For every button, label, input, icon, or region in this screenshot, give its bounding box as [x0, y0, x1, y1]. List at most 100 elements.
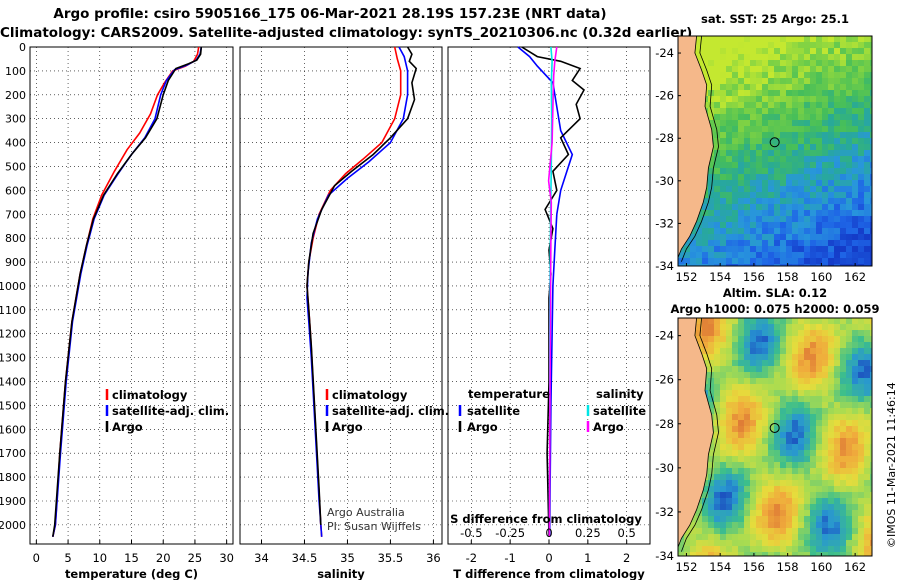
map-cell [858, 378, 865, 385]
map-cell [846, 336, 853, 343]
s-axis-label: S difference from climatology [450, 512, 642, 526]
map-cell [870, 216, 872, 223]
map-cell [750, 552, 757, 556]
map-cell [732, 486, 739, 493]
map-cell [726, 96, 733, 103]
map-cell [708, 342, 715, 349]
map-cell [684, 528, 691, 535]
map-cell [720, 528, 727, 535]
map-cell [768, 336, 775, 343]
map-cell [726, 396, 733, 403]
map-cell [780, 192, 787, 199]
map-cell [750, 426, 757, 433]
depth-tick-label: 2000 [0, 519, 26, 532]
map-cell [864, 72, 871, 79]
map-cell [870, 540, 872, 547]
map-cell [822, 414, 829, 421]
map-cell [780, 222, 787, 229]
map-cell [762, 330, 769, 337]
map-cell [762, 528, 769, 535]
map-cell [714, 522, 721, 529]
map-cell [720, 402, 727, 409]
map-cell [774, 72, 781, 79]
map-cell [834, 48, 841, 55]
map-cell [852, 78, 859, 85]
map-cell [852, 90, 859, 97]
map-cell [804, 66, 811, 73]
map-cell [840, 48, 847, 55]
map-cell [798, 336, 805, 343]
map-cell [732, 330, 739, 337]
map-cell [696, 336, 703, 343]
map-cell [756, 66, 763, 73]
map-cell [864, 528, 871, 535]
map-cell [768, 450, 775, 457]
map-cell [792, 414, 799, 421]
map-cell [798, 198, 805, 205]
map-cell [732, 318, 739, 325]
map-cell [750, 330, 757, 337]
map-cell [828, 222, 835, 229]
map-cell [846, 204, 853, 211]
map-cell [744, 144, 751, 151]
map-cell [702, 318, 709, 325]
map-cell [792, 468, 799, 475]
map-cell [828, 240, 835, 247]
map-cell [780, 420, 787, 427]
map-cell [822, 372, 829, 379]
map-cell [750, 360, 757, 367]
map-cell [768, 54, 775, 61]
map-cell [780, 474, 787, 481]
map-cell [870, 366, 872, 373]
map-cell [750, 48, 757, 55]
map-cell [738, 450, 745, 457]
map-cell [720, 108, 727, 115]
map-cell [804, 102, 811, 109]
map-cell [720, 384, 727, 391]
map-cell [822, 444, 829, 451]
map-cell [744, 462, 751, 469]
map-cell [834, 138, 841, 145]
map-cell [744, 438, 751, 445]
map-cell [786, 516, 793, 523]
legend-label: Argo [593, 420, 624, 434]
map-cell [828, 444, 835, 451]
map-cell [714, 234, 721, 241]
lat-tick-label: -34 [655, 259, 674, 273]
map-cell [840, 156, 847, 163]
map-cell [762, 258, 769, 265]
map-cell [750, 522, 757, 529]
map-cell [840, 318, 847, 325]
legend-label: satellite [593, 404, 646, 418]
map-cell [744, 474, 751, 481]
map-cell [864, 342, 871, 349]
map-cell [816, 372, 823, 379]
map-cell [810, 420, 817, 427]
map-cell [726, 36, 733, 43]
map-cell [858, 132, 865, 139]
map-cell [792, 516, 799, 523]
map-cell [798, 480, 805, 487]
map-cell [846, 258, 853, 265]
map-cell [798, 78, 805, 85]
map-cell [858, 384, 865, 391]
map-cell [846, 498, 853, 505]
map-cell [798, 408, 805, 415]
map-cell [732, 264, 739, 266]
map-cell [792, 192, 799, 199]
map-cell [768, 360, 775, 367]
map-cell [768, 264, 775, 266]
map-cell [828, 474, 835, 481]
map-cell [744, 324, 751, 331]
map-cell [864, 78, 871, 85]
map-cell [750, 354, 757, 361]
map-cell [726, 408, 733, 415]
map-cell [744, 432, 751, 439]
map-cell [792, 210, 799, 217]
map-cell [702, 216, 709, 223]
map-cell [762, 384, 769, 391]
map-cell [738, 348, 745, 355]
map-cell [726, 114, 733, 121]
map-cell [780, 342, 787, 349]
map-cell [768, 498, 775, 505]
